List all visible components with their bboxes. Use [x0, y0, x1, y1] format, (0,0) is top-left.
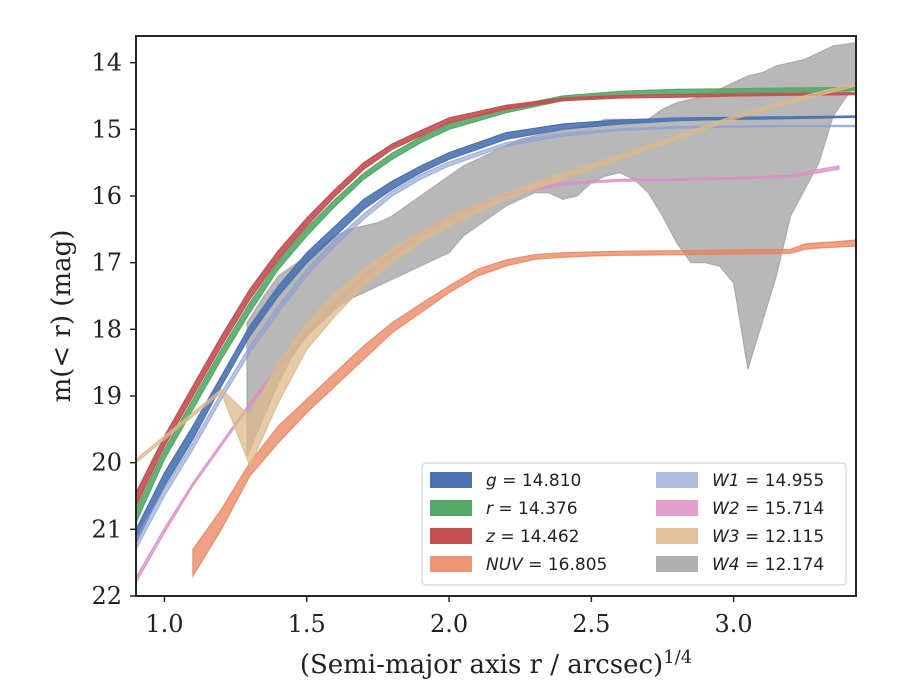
legend-label-w2: W2 = 15.714: [712, 499, 824, 519]
y-axis-label: m(< r) (mag): [47, 230, 77, 403]
legend-swatch-w2: [656, 500, 698, 516]
series-band-r: [136, 86, 856, 523]
y-tick-label: 22: [91, 582, 122, 610]
legend-label-r: r = 14.376: [486, 499, 578, 519]
legend-swatch-nuv: [430, 556, 472, 572]
x-tick-label: 2.5: [572, 610, 610, 638]
legend-label-w1: W1 = 14.955: [712, 471, 824, 491]
x-tick-label: 2.0: [430, 610, 468, 638]
legend-label-nuv: NUV = 16.805: [486, 555, 607, 575]
series-band-z: [136, 92, 856, 507]
plot-frame: [135, 35, 857, 597]
x-axis-ticks: 1.0 1.5 2.0 2.5 3.0: [145, 596, 753, 638]
x-axis-label-superscript: 1/4: [663, 647, 692, 668]
x-tick-label: 1.0: [145, 610, 183, 638]
y-axis-ticks: 14 15 16 17 18 19 20 21 22: [91, 49, 136, 610]
legend-label-w3: W3 = 12.115: [712, 527, 824, 547]
y-tick-label: 21: [91, 515, 122, 543]
legend-swatch-r: [430, 500, 472, 516]
legend-swatch-w1: [656, 472, 698, 488]
x-axis-label: (Semi-major axis r / arcsec)1/4: [300, 647, 692, 680]
legend-label-w4: W4 = 12.174: [712, 555, 824, 575]
y-tick-label: 15: [91, 115, 122, 143]
y-tick-label: 16: [91, 182, 122, 210]
y-tick-label: 18: [91, 315, 122, 343]
y-tick-label: 17: [91, 249, 122, 277]
series-layer: [136, 42, 856, 584]
series-band-g: [136, 115, 856, 543]
legend: g = 14.810 r = 14.376 z = 14.462 NUV = 16.8…: [421, 462, 847, 586]
legend-swatch-g: [430, 472, 472, 488]
y-tick-label: 14: [91, 49, 122, 77]
legend-label-z: z = 14.462: [485, 527, 579, 547]
series-band-w3: [136, 82, 856, 468]
series-band-w4: [246, 42, 856, 457]
legend-frame: [421, 462, 847, 586]
x-tick-label: 1.5: [288, 610, 326, 638]
series-band-w1: [136, 124, 856, 550]
series-band-nuv: [192, 239, 856, 579]
x-axis-label-main: (Semi-major axis r / arcsec): [300, 650, 663, 680]
y-tick-label: 19: [91, 382, 122, 410]
x-tick-label: 3.0: [715, 610, 753, 638]
legend-swatch-w4: [656, 556, 698, 572]
legend-swatch-z: [430, 528, 472, 544]
legend-label-g: g = 14.810: [486, 471, 581, 491]
y-tick-label: 20: [91, 449, 122, 477]
legend-swatch-w3: [656, 528, 698, 544]
